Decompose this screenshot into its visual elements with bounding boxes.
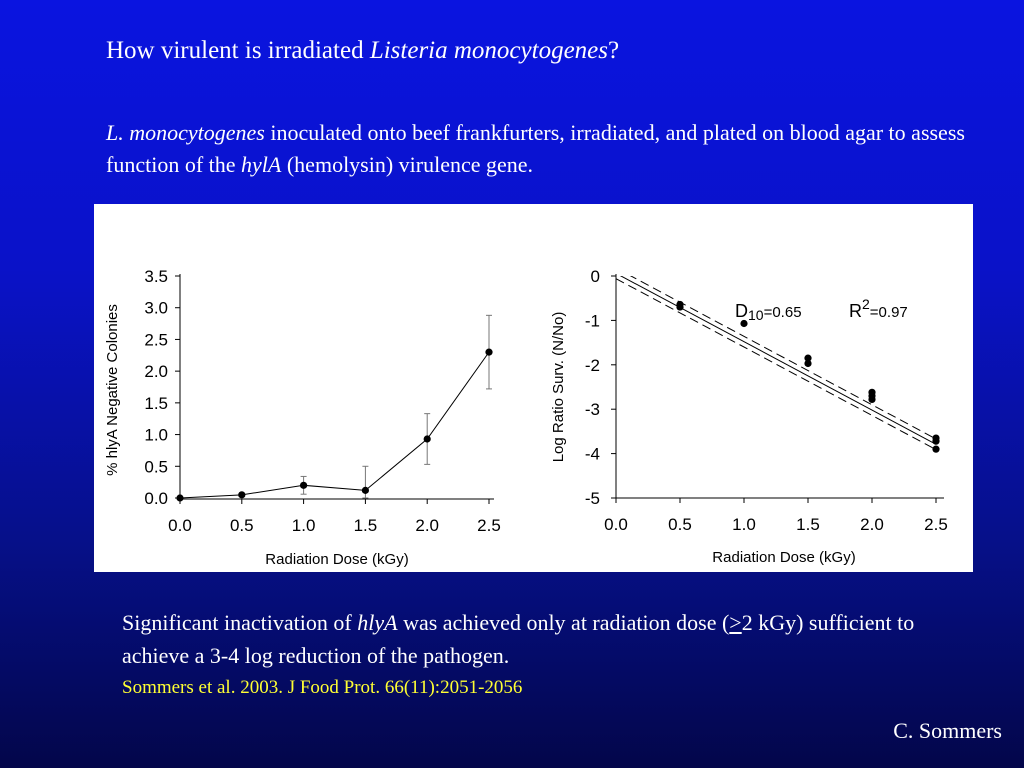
d10-sub: 10: [748, 307, 764, 323]
figure-svg: % hlyA Negative Colonies Radiation Dose …: [104, 267, 948, 568]
left-data-point: [176, 494, 184, 502]
left-data-point: [300, 481, 308, 489]
right-y-tick-label: -4: [585, 445, 600, 464]
left-x-tick-label: 1.5: [354, 516, 378, 535]
slide-title: How virulent is irradiated Listeria mono…: [106, 36, 619, 66]
right-data-point: [740, 319, 748, 328]
title-end: ?: [608, 37, 620, 64]
r2-value: =0.97: [870, 304, 908, 321]
figure-panel: % hlyA Negative Colonies Radiation Dose …: [94, 204, 973, 572]
left-x-tick-label: 2.0: [415, 516, 439, 535]
left-x-tick-label: 2.5: [477, 516, 501, 535]
left-data-point: [238, 491, 246, 499]
left-y-tick-label: 0.5: [144, 457, 168, 476]
right-data-point: [932, 445, 940, 453]
conclusion-ge-sign: >: [729, 610, 742, 635]
right-data-point: [868, 395, 876, 404]
right-x-tick-label: 2.0: [860, 515, 884, 534]
right-chart: Log Ratio Surv. (N/No) Radiation Dose (k…: [550, 267, 948, 566]
right-data-point: [804, 354, 812, 362]
regression-line: [619, 276, 937, 445]
d10-annotation: D10=0.65: [735, 301, 802, 323]
right-y-axis-label: Log Ratio Surv. (N/No): [550, 312, 567, 463]
right-y-tick-label: -1: [585, 311, 600, 330]
conclusion-gene: hlyA: [357, 610, 398, 635]
right-x-axis-label: Radiation Dose (kGy): [712, 549, 855, 566]
conclusion-paragraph: Significant inactivation of hlyA was ach…: [122, 606, 962, 672]
confidence-band: [629, 276, 937, 440]
conclusion-text-3: 2 kGy) sufficient to achieve a 3-4 log r…: [122, 610, 915, 668]
r2-sup: 2: [862, 296, 870, 312]
left-x-axis-label: Radiation Dose (kGy): [265, 551, 408, 568]
right-x-tick-label: 1.5: [796, 515, 820, 534]
left-x-tick-label: 0.5: [230, 516, 254, 535]
right-y-tick-label: -2: [585, 356, 600, 375]
r2-annotation: R2=0.97: [849, 296, 908, 321]
intro-text-2: (hemolysin) virulence gene.: [281, 152, 534, 177]
intro-paragraph: L. monocytogenes inoculated onto beef fr…: [106, 117, 986, 181]
left-x-tick-label: 0.0: [168, 516, 192, 535]
left-y-tick-label: 0.0: [144, 489, 168, 508]
d10-value: =0.65: [764, 304, 802, 321]
left-y-axis-label: % hlyA Negative Colonies: [104, 304, 121, 476]
title-species: Listeria monocytogenes: [369, 37, 608, 64]
right-y-tick-label: -5: [585, 489, 600, 508]
title-text: How virulent is irradiated: [106, 37, 370, 64]
left-data-point: [361, 486, 369, 494]
left-data-point: [423, 435, 431, 443]
d10-label: D: [735, 301, 748, 321]
citation: Sommers et al. 2003. J Food Prot. 66(11)…: [122, 677, 523, 698]
r2-label: R: [849, 301, 862, 321]
left-y-tick-label: 3.5: [144, 267, 168, 286]
right-y-tick-label: -3: [585, 400, 600, 419]
right-data-point: [804, 359, 812, 368]
author-credit: C. Sommers: [893, 718, 1002, 743]
conclusion-text-1: Significant inactivation of: [122, 610, 358, 635]
left-y-tick-label: 2.5: [144, 330, 168, 349]
intro-species: L. monocytogenes: [106, 120, 265, 145]
right-data-point: [932, 437, 940, 445]
left-chart: % hlyA Negative Colonies Radiation Dose …: [104, 267, 501, 568]
intro-gene: hylA: [241, 152, 282, 177]
left-x-tick-label: 1.0: [292, 516, 316, 535]
confidence-band: [616, 278, 937, 451]
conclusion-text-2: was achieved only at radiation dose (: [397, 610, 730, 635]
left-y-tick-label: 1.5: [144, 394, 168, 413]
left-y-tick-label: 3.0: [144, 299, 168, 318]
left-y-tick-label: 1.0: [144, 426, 168, 445]
intro-text-1: inoculated onto beef frankfurters, irrad…: [106, 120, 965, 177]
right-x-tick-label: 0.0: [604, 515, 628, 534]
left-data-point: [485, 348, 493, 356]
right-y-tick-label: 0: [591, 267, 600, 286]
right-x-tick-label: 1.0: [732, 515, 756, 534]
right-x-tick-label: 2.5: [924, 515, 948, 534]
right-x-tick-label: 0.5: [668, 515, 692, 534]
left-series-line: [179, 351, 490, 499]
left-y-tick-label: 2.0: [144, 362, 168, 381]
right-data-point: [676, 303, 684, 311]
